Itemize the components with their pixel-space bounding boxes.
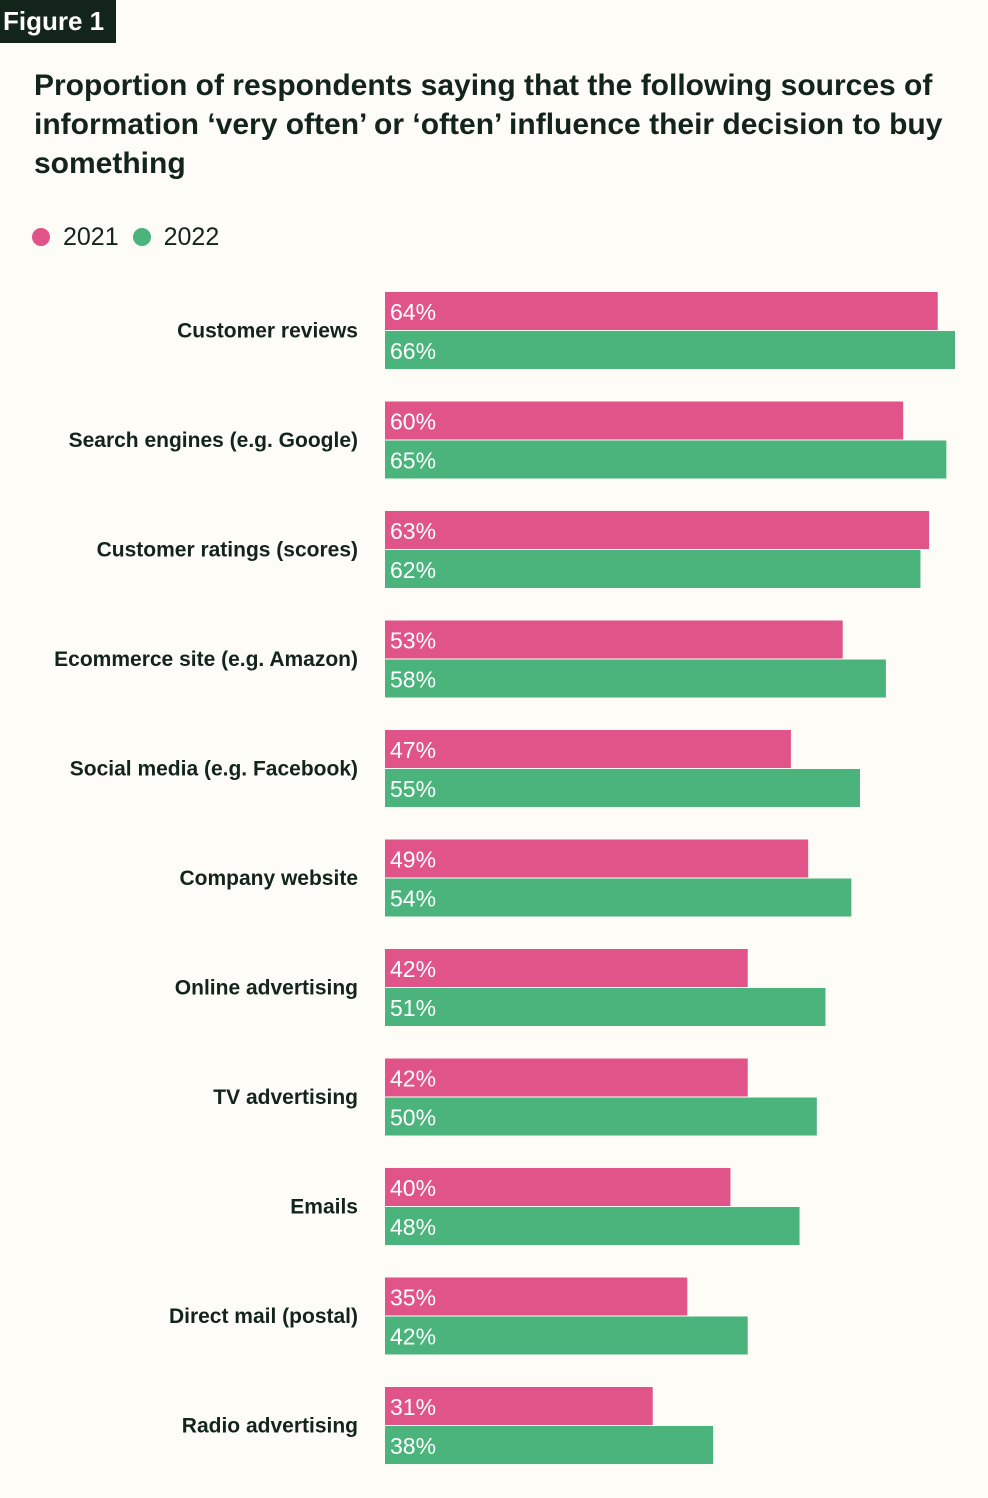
category-label-customer-ratings-scores: Customer ratings (scores) [97,539,358,562]
bar-2022-tv-advertising [385,1097,817,1136]
value-label-2021-search-engines-e-g-google: 60% [390,409,436,435]
value-label-2022-customer-ratings-scores: 62% [390,557,436,583]
value-label-2021-online-advertising: 42% [390,956,436,982]
value-label-2022-tv-advertising: 50% [390,1105,436,1131]
category-label-emails: Emails [290,1196,358,1219]
legend-dot-2022-icon [132,228,151,246]
bar-2022-social-media-e-g-facebook [385,769,860,807]
value-label-2022-social-media-e-g-facebook: 55% [390,776,436,802]
category-label-radio-advertising: Radio advertising [182,1415,358,1438]
bar-2022-online-advertising [385,988,826,1026]
bar-2022-emails [385,1207,800,1245]
value-label-2021-direct-mail-postal: 35% [390,1285,436,1311]
value-label-2022-company-website: 54% [390,886,436,912]
value-label-2022-online-advertising: 51% [390,995,436,1021]
category-label-company-website: Company website [179,867,358,890]
value-label-2021-emails: 40% [390,1175,436,1201]
bar-2021-company-website [385,839,809,878]
category-label-customer-reviews: Customer reviews [177,320,358,343]
bar-2021-ecommerce-site-e-g-amazon [385,620,843,659]
bar-2022-customer-ratings-scores [385,550,921,588]
value-label-2021-customer-ratings-scores: 63% [390,518,436,544]
figure-label: Figure 1 [0,0,117,43]
bar-2021-online-advertising [385,949,748,987]
bar-2022-customer-reviews [385,331,955,369]
legend-label-2022: 2022 [163,222,220,251]
bar-2021-direct-mail-postal [385,1277,688,1316]
legend-dot-2021-icon [32,228,50,246]
category-label-direct-mail-postal: Direct mail (postal) [169,1305,358,1328]
category-label-social-media-e-g-facebook: Social media (e.g. Facebook) [70,758,358,781]
value-label-2022-direct-mail-postal: 42% [390,1324,436,1350]
value-label-2021-radio-advertising: 31% [390,1394,436,1420]
bar-2021-customer-reviews [385,292,938,330]
bar-2021-radio-advertising [385,1387,653,1425]
bar-2022-search-engines-e-g-google [385,440,947,479]
value-label-2022-radio-advertising: 38% [390,1433,436,1459]
value-label-2022-ecommerce-site-e-g-amazon: 58% [390,667,436,693]
category-label-search-engines-e-g-google: Search engines (e.g. Google) [69,429,358,452]
bar-2021-social-media-e-g-facebook [385,730,791,768]
bar-2021-tv-advertising [385,1058,748,1097]
value-label-2021-social-media-e-g-facebook: 47% [390,737,436,763]
value-label-2022-emails: 48% [390,1214,436,1240]
legend-item-2021: 2021 [32,223,119,252]
bar-2021-emails [385,1168,731,1206]
value-label-2021-ecommerce-site-e-g-amazon: 53% [390,628,436,654]
value-label-2022-customer-reviews: 66% [390,338,436,364]
bar-2022-radio-advertising [385,1426,714,1464]
value-label-2021-customer-reviews: 64% [390,299,436,325]
category-label-ecommerce-site-e-g-amazon: Ecommerce site (e.g. Amazon) [54,648,358,671]
bar-2022-direct-mail-postal [385,1316,748,1355]
value-label-2021-tv-advertising: 42% [390,1066,436,1092]
category-label-tv-advertising: TV advertising [213,1086,358,1109]
bar-2022-company-website [385,878,852,917]
legend-label-2021: 2021 [63,222,119,251]
bar-2022-ecommerce-site-e-g-amazon [385,659,886,698]
legend-item-2022: 2022 [132,222,220,252]
value-label-2021-company-website: 49% [390,847,436,873]
legend: 2021 2022 [32,222,233,252]
value-label-2022-search-engines-e-g-google: 65% [390,448,436,474]
bar-2021-search-engines-e-g-google [385,401,904,440]
category-label-online-advertising: Online advertising [175,977,358,1000]
bar-2021-customer-ratings-scores [385,511,930,549]
chart-title: Proportion of respondents saying that th… [34,69,943,180]
